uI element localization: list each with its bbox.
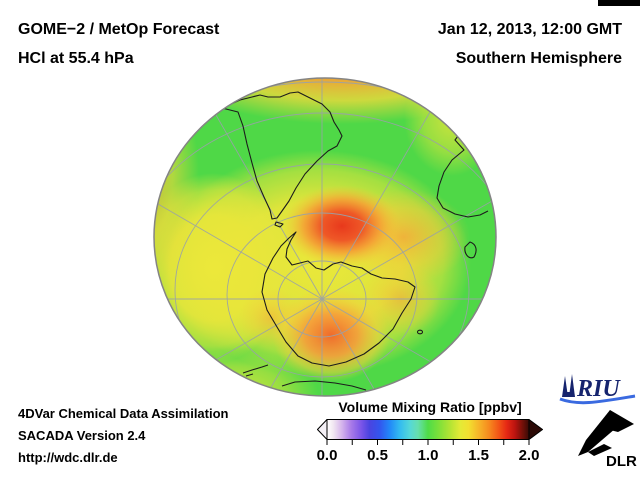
- colorbar: [317, 419, 543, 445]
- coastlines: [221, 91, 489, 391]
- species-level-subtitle: HCl at 55.4 hPa: [18, 50, 134, 67]
- coast-antarctica: [261, 231, 416, 367]
- coast-new-zealand: [242, 364, 269, 377]
- hemisphere-text: Southern Hemisphere: [455, 50, 622, 67]
- colorbar-right-arrow: [528, 419, 543, 441]
- url-text: http://wdc.dlr.de: [18, 450, 118, 465]
- riu-wave-swoosh: [559, 394, 636, 405]
- coast-small-island: [416, 329, 424, 335]
- riu-logo: RIU: [559, 374, 636, 405]
- riu-logo-text: RIU: [576, 376, 621, 402]
- colorbar-tick-label-4: 2.0: [518, 447, 540, 464]
- dlr-emblem-icon: [578, 410, 634, 456]
- coast-southern-africa: [436, 115, 489, 218]
- colorbar-tick-label-0: 0.0: [316, 447, 338, 464]
- cathedral-icon: [562, 374, 575, 397]
- version-text: SACADA Version 2.4: [18, 428, 146, 443]
- colorbar-tick-label-3: 1.5: [468, 447, 489, 464]
- coast-australia-south: [281, 380, 367, 391]
- product-title: GOME−2 / MetOp Forecast: [18, 21, 220, 38]
- coast-south-america: [221, 91, 343, 220]
- coast-tierra-del-fuego: [274, 221, 284, 228]
- colorbar-tick-marks: [326, 440, 530, 445]
- dlr-logo-text: DLR: [606, 453, 637, 470]
- globe-limb-ring: [153, 77, 497, 397]
- timestamp-text: Jan 12, 2013, 12:00 GMT: [437, 21, 622, 38]
- top-right-black-bar: [598, 0, 640, 6]
- colorbar-left-arrow: [317, 419, 328, 441]
- colorbar-gradient-bar: [326, 419, 530, 440]
- colorbar-tick-label-2: 1.0: [417, 447, 439, 464]
- credits-block: 4DVar Chemical Data Assimilation SACADA …: [18, 403, 229, 469]
- title-block: GOME−2 / MetOp Forecast HCl at 55.4 hPa: [18, 15, 219, 73]
- graticule-grid: [154, 78, 496, 396]
- colorbar-title: Volume Mixing Ratio [ppbv]: [338, 399, 522, 415]
- coast-madagascar: [464, 241, 477, 259]
- dlr-logo: DLR: [578, 410, 637, 470]
- assimilation-text: 4DVar Chemical Data Assimilation: [18, 406, 229, 421]
- colorbar-tick-label-1: 0.5: [367, 447, 388, 464]
- datetime-block: Jan 12, 2013, 12:00 GMT Southern Hemisph…: [438, 15, 622, 73]
